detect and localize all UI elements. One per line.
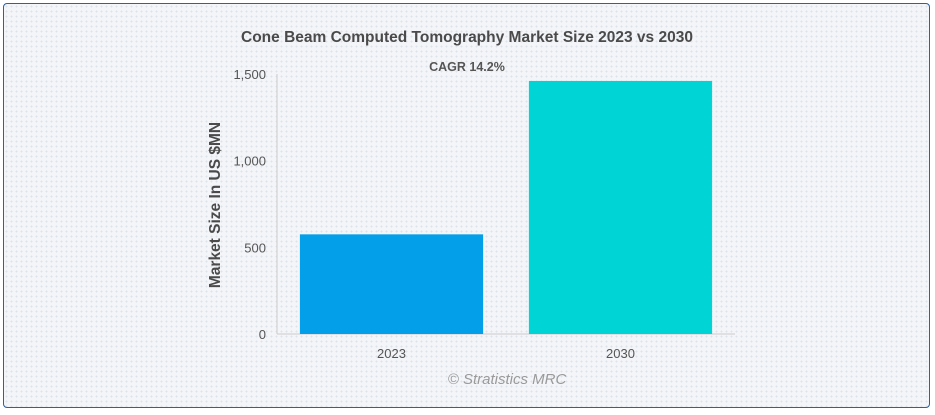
x-tick-label: 2030 (606, 346, 635, 361)
chart-panel (3, 3, 930, 408)
bars-group (299, 80, 713, 334)
x-tick-label: 2023 (377, 346, 406, 361)
y-axis-label: Market Size In US $MN (207, 122, 224, 288)
y-tick-label: 500 (244, 240, 266, 255)
y-tick-label: 1,000 (233, 154, 266, 169)
x-axis-ticks: 2023 2030 (377, 346, 635, 361)
bar-2030[interactable] (528, 80, 713, 334)
y-tick-label: 1,500 (233, 67, 266, 82)
y-axis-ticks: 0 500 1,000 1,500 (233, 67, 266, 342)
chart-title: Cone Beam Computed Tomography Market Siz… (241, 29, 693, 46)
y-tick-label: 0 (259, 327, 266, 342)
chart-subtitle: CAGR 14.2% (429, 60, 505, 74)
chart-credit: © Stratistics MRC (448, 371, 567, 388)
bar-2023[interactable] (299, 234, 484, 334)
